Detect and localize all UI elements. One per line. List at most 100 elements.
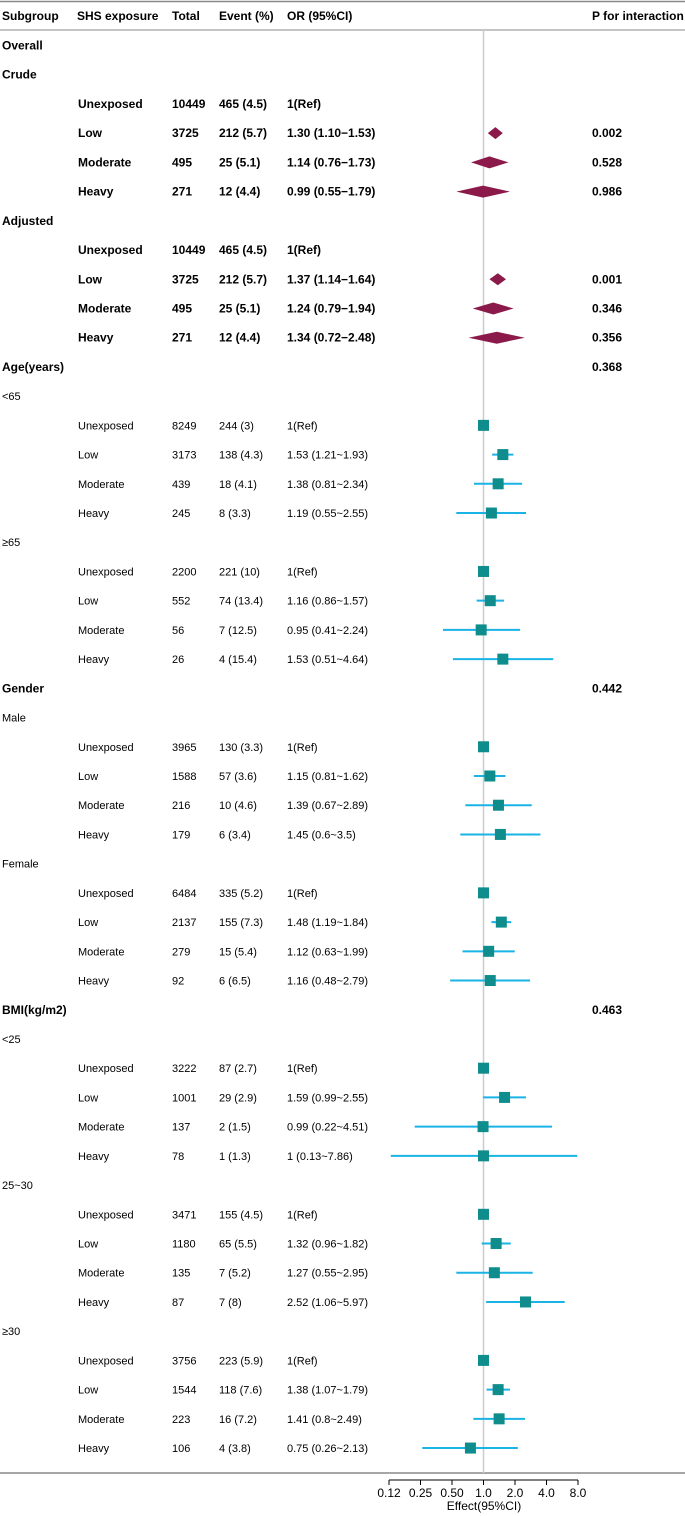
estimate-square [477,1121,489,1133]
or-cell: 1(Ref) [287,1355,318,1367]
or-cell: 1.32 (0.96~1.82) [287,1239,368,1251]
total-cell: 3173 [172,450,196,462]
total-cell: 10449 [172,243,206,257]
p-interaction: 0.001 [592,272,622,286]
estimate-square [488,1267,500,1279]
event-cell: 74 (13.4) [219,596,263,608]
event-cell: 57 (3.6) [219,771,257,783]
exposure-cell: Unexposed [78,97,143,111]
total-cell: 179 [172,829,190,841]
exposure-cell: Heavy [78,1151,110,1163]
event-cell: 155 (4.5) [219,1209,263,1221]
estimate-square [464,1442,476,1454]
x-axis-label: Effect(95%CI) [447,1499,521,1513]
or-cell: 1.38 (1.07~1.79) [287,1385,368,1397]
subgroup-label: ≥30 [2,1326,20,1338]
estimate-diamond [472,302,514,315]
total-cell: 2200 [172,566,196,578]
or-cell: 1.45 (0.6~3.5) [287,829,356,841]
header-exposure: SHS exposure [77,9,159,23]
total-cell: 552 [172,596,190,608]
estimate-diamond [456,185,510,198]
header-subgroup: Subgroup [2,9,59,23]
total-cell: 271 [172,331,192,345]
estimate-square [484,975,496,987]
estimate-square [497,653,509,665]
or-cell: 1.53 (1.21~1.93) [287,450,368,462]
estimate-square [475,624,487,636]
section-label: BMI(kg/m2) [2,1003,67,1017]
exposure-cell: Low [78,1385,98,1397]
estimate-square [478,741,489,753]
total-cell: 3471 [172,1209,196,1221]
or-cell: 1.24 (0.79−1.94) [287,301,375,315]
header-p: P for interaction [592,9,684,23]
total-cell: 26 [172,654,184,666]
event-cell: 16 (7.2) [219,1414,257,1426]
exposure-cell: Low [78,771,98,783]
total-cell: 56 [172,625,184,637]
exposure-cell: Low [78,1092,98,1104]
subgroup-label: <65 [2,391,21,403]
estimate-square [484,770,496,782]
exposure-cell: Low [78,596,98,608]
estimate-square [478,419,489,431]
event-cell: 25 (5.1) [219,301,260,315]
event-cell: 87 (2.7) [219,1063,257,1075]
event-cell: 65 (5.5) [219,1239,257,1251]
exposure-cell: Moderate [78,479,124,491]
or-cell: 0.99 (0.22~4.51) [287,1122,368,1134]
x-tick-label: 0.25 [409,1486,433,1500]
or-cell: 1.53 (0.51~4.64) [287,654,368,666]
p-interaction: 0.463 [592,1003,622,1017]
total-cell: 135 [172,1268,190,1280]
total-cell: 1180 [172,1239,196,1251]
estimate-square [492,478,504,490]
event-cell: 4 (15.4) [219,654,257,666]
or-cell: 0.99 (0.55−1.79) [287,185,375,199]
estimate-square [478,1354,489,1366]
event-cell: 212 (5.7) [219,272,267,286]
p-interaction: 0.346 [592,301,622,315]
header-event: Event (%) [219,9,274,23]
total-cell: 1001 [172,1092,196,1104]
or-cell: 1(Ref) [287,243,321,257]
total-cell: 2137 [172,917,196,929]
header-total: Total [172,9,200,23]
total-cell: 271 [172,185,192,199]
total-cell: 1544 [172,1385,196,1397]
total-cell: 87 [172,1297,184,1309]
total-cell: 92 [172,976,184,988]
total-cell: 3222 [172,1063,196,1075]
estimate-square [478,1062,489,1074]
exposure-cell: Heavy [78,331,114,345]
p-interaction: 0.442 [592,681,622,695]
exposure-cell: Moderate [78,800,124,812]
total-cell: 1588 [172,771,196,783]
or-cell: 2.52 (1.06~5.97) [287,1297,368,1309]
exposure-cell: Unexposed [78,1209,134,1221]
event-cell: 465 (4.5) [219,243,267,257]
total-cell: 3756 [172,1355,196,1367]
estimate-square [485,507,497,519]
estimate-diamond [487,127,503,140]
estimate-square [497,449,509,461]
p-interaction: 0.368 [592,360,622,374]
event-cell: 465 (4.5) [219,97,267,111]
estimate-square [499,1091,511,1103]
event-cell: 12 (4.4) [219,331,260,345]
or-cell: 1.41 (0.8~2.49) [287,1414,362,1426]
total-cell: 439 [172,479,190,491]
or-cell: 1.39 (0.67~2.89) [287,800,368,812]
estimate-diamond [471,156,509,169]
or-cell: 1.15 (0.81~1.62) [287,771,368,783]
x-tick-label: 0.50 [440,1486,464,1500]
event-cell: 223 (5.9) [219,1355,263,1367]
estimate-square [478,1150,489,1162]
event-cell: 25 (5.1) [219,155,260,169]
estimate-diamond [468,331,525,344]
exposure-cell: Low [78,450,98,462]
section-label: Adjusted [2,214,53,228]
estimate-square [484,595,496,607]
or-cell: 1.48 (1.19~1.84) [287,917,368,929]
